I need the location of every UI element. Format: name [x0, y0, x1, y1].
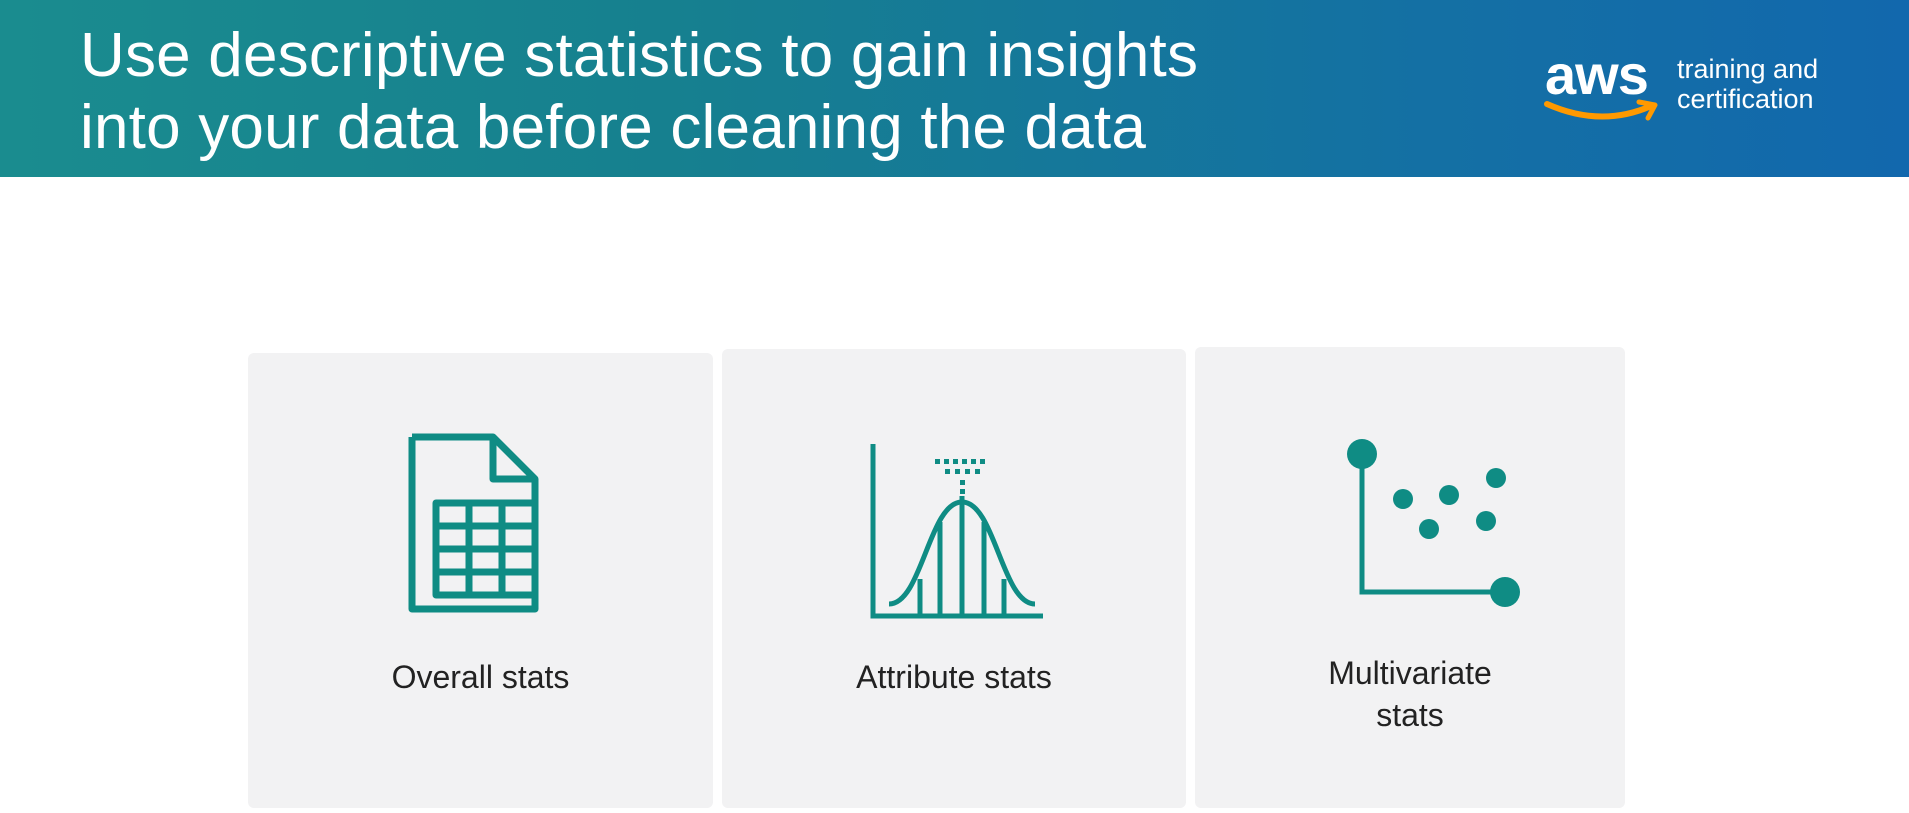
aws-smile-icon	[1544, 99, 1658, 121]
page-title: Use descriptive statistics to gain insig…	[80, 20, 1198, 164]
card-label-overall-stats: Overall stats	[391, 659, 570, 695]
card-label-multivariate-stats: Multivariate stats	[1195, 652, 1625, 736]
page-title-line-1: Use descriptive statistics to gain insig…	[80, 21, 1199, 90]
logo-tagline-line-2: certification	[1677, 84, 1814, 114]
card-overall-stats: Overall stats	[248, 353, 713, 808]
card-label-multivariate-line-2: stats	[1376, 697, 1444, 733]
scatter-plot-icon	[1347, 439, 1520, 607]
spreadsheet-document-icon	[408, 433, 539, 613]
logo-tagline-line-1: training and	[1677, 54, 1819, 84]
page-title-line-2: into your data before cleaning the data	[80, 93, 1147, 162]
logo-tagline: training and certification	[1677, 54, 1818, 114]
card-multivariate-stats: Multivariate stats	[1195, 347, 1625, 808]
card-label-multivariate-line-1: Multivariate	[1328, 655, 1492, 691]
aws-training-logo: aws training and certification	[1535, 44, 1855, 134]
header-banner: Use descriptive statistics to gain insig…	[0, 0, 1909, 177]
aws-wordmark: aws	[1545, 43, 1649, 106]
normal-distribution-icon	[870, 444, 1043, 619]
card-label-attribute-stats: Attribute stats	[856, 659, 1052, 695]
card-attribute-stats: Attribute stats	[722, 349, 1186, 808]
